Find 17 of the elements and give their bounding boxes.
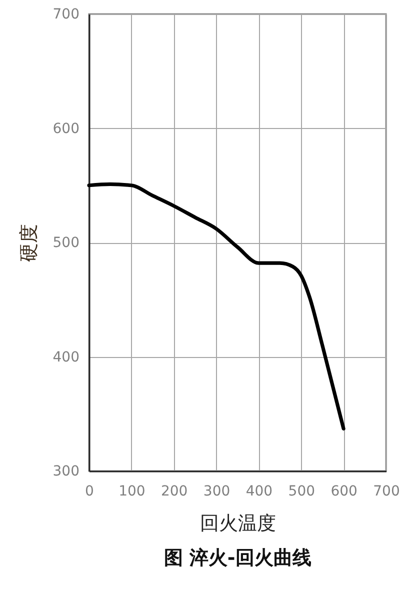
y-tick-label: 600: [52, 120, 80, 137]
y-tick-label: 300: [52, 464, 80, 480]
y-tick-label: 700: [52, 6, 80, 22]
x-tick-label: 200: [160, 484, 188, 500]
line-series: [87, 182, 346, 431]
x-tick-label: 700: [373, 484, 400, 500]
x-tick-label: 0: [85, 484, 94, 500]
text: 图 淬火-回火曲线: [164, 547, 312, 569]
x-tick-label: 500: [288, 484, 316, 500]
x-tick-label: 300: [203, 484, 230, 500]
x-tick-label: 100: [118, 484, 146, 500]
x-tick-label: 400: [246, 484, 273, 500]
y-tick-label: 500: [52, 235, 80, 251]
x-axis-title: 回火温度: [200, 512, 276, 534]
x-tick-label: 600: [330, 484, 358, 500]
y-tick-label: 400: [52, 349, 80, 366]
y-axis-title: 硬度: [18, 224, 40, 262]
